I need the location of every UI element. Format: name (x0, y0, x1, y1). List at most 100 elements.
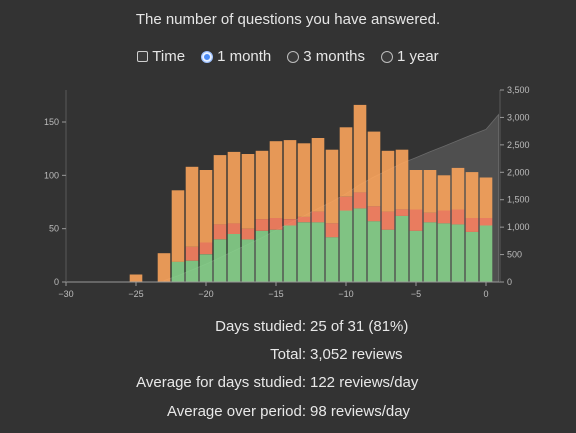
bar-segment (381, 150, 395, 212)
stat-value: 3,052 reviews (310, 345, 403, 363)
range-1-month-label: 1 month (217, 48, 272, 65)
bar-segment (465, 218, 479, 232)
bar-segment (199, 254, 213, 282)
bar-segment (367, 221, 381, 282)
range-1-month-radio[interactable] (201, 50, 214, 63)
bar-segment (297, 143, 311, 217)
y2-tick-label: 3,500 (507, 85, 530, 95)
range-3-months-option[interactable]: 3 months (287, 48, 365, 65)
bar-segment (409, 170, 423, 210)
bar-segment (437, 210, 451, 224)
bar-segment (241, 154, 255, 229)
bar-segment (409, 230, 423, 282)
bar-segment (353, 208, 367, 282)
bar-segment (297, 222, 311, 282)
bar-segment (465, 172, 479, 218)
y2-tick-label: 500 (507, 250, 522, 260)
bar-segment (241, 239, 255, 282)
y-tick-label: 50 (49, 224, 59, 234)
x-tick-label: −5 (411, 289, 421, 299)
y2-tick-label: 3,000 (507, 112, 530, 122)
bar-segment (437, 223, 451, 282)
bar-segment (311, 138, 325, 212)
bar-segment (185, 166, 199, 247)
stat-label: Total: (270, 345, 306, 363)
range-3-months-radio[interactable] (287, 50, 300, 63)
bar-segment (423, 212, 437, 223)
bar-segment (269, 218, 283, 230)
x-tick-label: −15 (268, 289, 283, 299)
range-1-year-option[interactable]: 1 year (380, 48, 439, 65)
range-3-months-label: 3 months (303, 48, 365, 65)
bar-segment (255, 150, 269, 220)
stat-label: Days studied: (215, 317, 306, 335)
range-selector: Time 1 month 3 months 1 year (0, 48, 576, 65)
time-label: Time (152, 48, 186, 65)
range-1-year-radio[interactable] (380, 50, 393, 63)
stat-label: Average for days studied: (136, 374, 306, 392)
bar-segment (325, 223, 339, 238)
bar-segment (283, 140, 297, 219)
y-tick-label: 100 (44, 170, 59, 180)
chart-title: The number of questions you have answere… (135, 11, 441, 28)
bar-segment (451, 167, 465, 210)
bar-segment (325, 149, 339, 224)
bar-segment (297, 216, 311, 223)
y2-tick-label: 0 (507, 277, 512, 287)
x-tick-label: −30 (58, 289, 73, 299)
bar-segment (479, 177, 493, 218)
range-1-month-option[interactable]: 1 month (201, 48, 271, 65)
bar-segment (423, 170, 437, 213)
bar-segment (157, 253, 171, 282)
y2-tick-label: 1,000 (507, 222, 530, 232)
bar-segment (437, 175, 451, 211)
bar-segment (353, 192, 367, 209)
bar-segment (199, 242, 213, 255)
x-tick-label: −25 (128, 289, 143, 299)
stat-value: 98 reviews/day (310, 402, 411, 420)
bar-segment (367, 131, 381, 207)
bar-segment (465, 231, 479, 282)
y2-tick-label: 2,000 (507, 167, 530, 177)
stat-average-studied: Average for days studied: 122 reviews/da… (0, 369, 576, 397)
bar-segment (283, 225, 297, 282)
range-1-year-label: 1 year (396, 48, 439, 65)
bar-segment (283, 219, 297, 226)
bar-segment (451, 224, 465, 282)
y2-tick-label: 1,500 (507, 195, 530, 205)
bar-segment (241, 228, 255, 240)
bar-segment (479, 225, 493, 282)
bar-segment (395, 209, 409, 216)
bar-segment (339, 210, 353, 282)
bar-segment (269, 229, 283, 282)
bar-segment (227, 151, 241, 224)
bar-segment (185, 260, 199, 282)
bar-segment (255, 219, 269, 231)
y-tick-label: 0 (54, 277, 59, 287)
bar-segment (129, 274, 143, 282)
time-checkbox[interactable] (137, 51, 149, 62)
x-tick-label: −20 (198, 289, 213, 299)
bar-segment (171, 261, 185, 282)
bar-segment (227, 223, 241, 234)
bar-segment (227, 234, 241, 282)
bar-segment (451, 209, 465, 225)
bar-segment (269, 141, 283, 218)
bar-segment (353, 104, 367, 193)
bar-segment (381, 211, 395, 230)
bar-segment (255, 230, 269, 282)
bar-segment (311, 211, 325, 223)
bar-segment (185, 246, 199, 261)
bar-segment (395, 149, 409, 210)
bar-segment (171, 190, 185, 262)
bar-segment (381, 229, 395, 282)
bar-segment (199, 170, 213, 243)
y-tick-label: 150 (44, 117, 59, 127)
stat-total: Total: 3,052 reviews (0, 340, 576, 368)
bar-segment (339, 196, 353, 211)
bars-layer (129, 104, 493, 282)
bar-segment (213, 224, 227, 240)
bar-segment (423, 222, 437, 282)
time-checkbox-option[interactable]: Time (137, 48, 185, 65)
bar-segment (339, 127, 353, 197)
